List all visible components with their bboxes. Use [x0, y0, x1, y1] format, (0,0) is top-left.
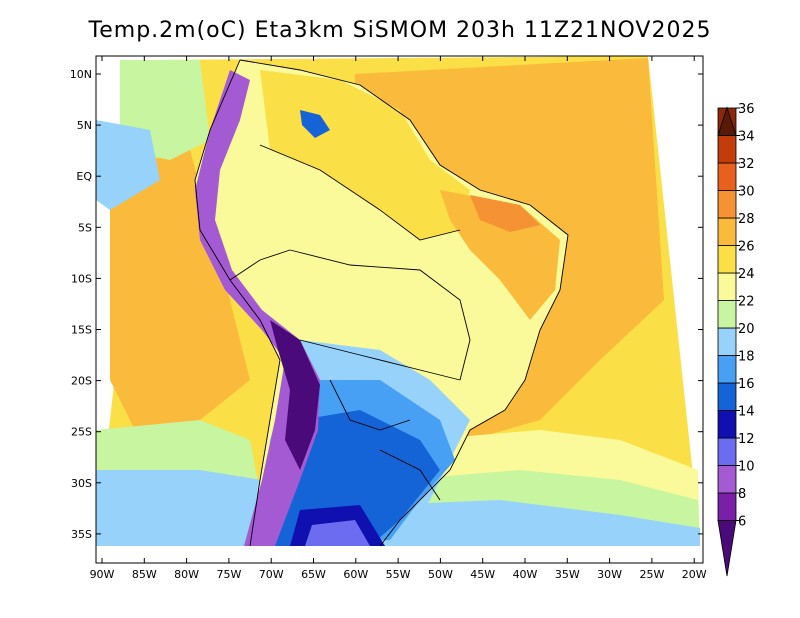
lat-label: 5S	[78, 221, 92, 234]
northeast-coast-30	[470, 195, 540, 232]
colorbar-label: 16	[738, 377, 755, 392]
colorbar-swatch	[717, 437, 737, 466]
lat-label: 30S	[71, 477, 92, 490]
colorbar-label: 34	[738, 130, 755, 145]
colorbar-label: 8	[738, 487, 746, 502]
colorbar-label: 28	[738, 212, 755, 227]
colorbar-min-triangle	[717, 520, 737, 577]
colorbar-swatch	[717, 190, 737, 219]
colorbar-label: 10	[738, 460, 755, 475]
lon-label: 50W	[428, 568, 453, 581]
north-brazil-warm	[260, 70, 470, 240]
lon-label: 90W	[90, 568, 115, 581]
colorbar-max-triangle	[717, 106, 737, 136]
latitude-axis: 10N 5N EQ 5S 10S 15S 20S 25S 30S 35S	[70, 68, 703, 541]
colorbar-label: 36	[738, 102, 755, 117]
colorbar-swatch	[717, 410, 737, 439]
colorbar-label: 20	[738, 322, 755, 337]
map-frame	[95, 55, 704, 564]
lat-label: 5N	[77, 119, 92, 132]
lon-label: 25W	[639, 568, 664, 581]
colorbar-swatch	[717, 382, 737, 411]
guiana-highland-cold	[300, 110, 330, 138]
lat-label: EQ	[76, 170, 92, 183]
colorbar-label: 32	[738, 157, 755, 172]
colorbar-label: 22	[738, 295, 755, 310]
colorbar-swatch	[717, 245, 737, 274]
colorbar-swatch	[717, 217, 737, 246]
lon-label: 55W	[386, 568, 411, 581]
lon-label: 30W	[597, 568, 622, 581]
colorbar: 6 8 10 12 14 16 18 20 22 24 26 28 30 32 34 36	[717, 102, 755, 577]
lon-label: 20W	[682, 568, 707, 581]
lon-label: 45W	[470, 568, 495, 581]
lat-label: 25S	[71, 426, 92, 439]
lon-label: 60W	[343, 568, 368, 581]
colorbar-swatch	[717, 300, 737, 329]
temperature-field	[96, 56, 700, 546]
colorbar-label: 26	[738, 240, 755, 255]
lat-label: 15S	[71, 324, 92, 337]
pacific-warm-band	[110, 150, 250, 440]
lat-label: 10S	[71, 272, 92, 285]
colorbar-swatch	[717, 355, 737, 384]
colorbar-swatch	[717, 162, 737, 191]
colorbar-swatch	[717, 135, 737, 164]
northwest-pacific-20	[96, 120, 160, 210]
south-atlantic-20	[380, 500, 700, 546]
colorbar-swatch	[717, 492, 737, 521]
lon-label: 70W	[259, 568, 284, 581]
andes-coldest	[270, 320, 320, 470]
lat-label: 20S	[71, 375, 92, 388]
lon-label: 40W	[513, 568, 538, 581]
lat-label: 10N	[70, 68, 92, 81]
colorbar-label: 24	[738, 267, 755, 282]
lon-label: 35W	[555, 568, 580, 581]
colorbar-swatch	[717, 272, 737, 301]
colorbar-swatch	[717, 327, 737, 356]
lon-label: 85W	[132, 568, 157, 581]
colorbar-label: 18	[738, 350, 755, 365]
colorbar-swatch	[717, 465, 737, 494]
colorbar-label: 12	[738, 432, 755, 447]
patagonia-12	[305, 520, 370, 546]
lon-label: 65W	[301, 568, 326, 581]
colorbar-label: 6	[738, 515, 746, 530]
colorbar-label: 14	[738, 405, 755, 420]
map-title: Temp.2m(oC) Eta3km SiSMOM 203h 11Z21NOV2…	[88, 18, 712, 43]
longitude-axis: 90W 85W 80W 75W 70W 65W 60W 55W 50W 45W 40W 35W 30W 2…	[90, 56, 707, 581]
lat-label: 35S	[71, 528, 92, 541]
south-pacific-20	[96, 470, 270, 546]
lon-label: 80W	[174, 568, 199, 581]
colorbar-label: 30	[738, 185, 755, 200]
lon-label: 75W	[216, 568, 241, 581]
political-borders	[194, 59, 569, 547]
